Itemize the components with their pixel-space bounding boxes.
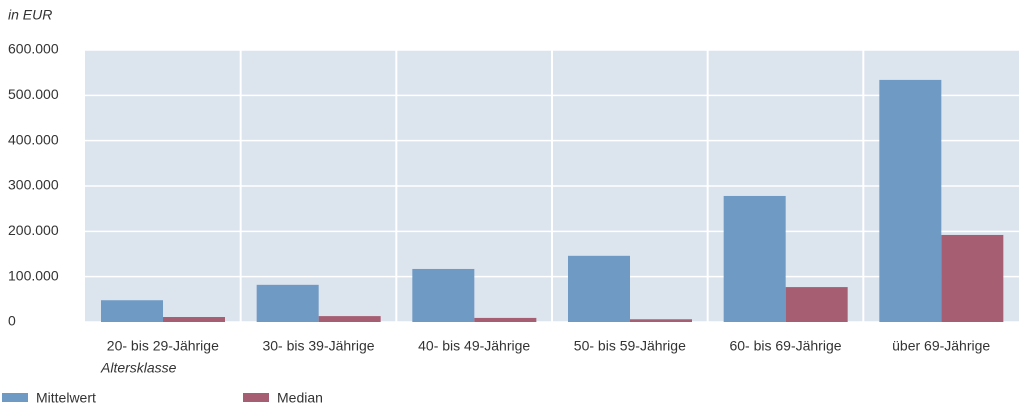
y-tick-label: 100.000 bbox=[8, 267, 59, 283]
bar bbox=[568, 255, 630, 322]
x-tick-label: 60- bis 69-Jährige bbox=[729, 338, 841, 354]
y-tick-label: 600.000 bbox=[8, 41, 59, 57]
x-tick-label: 20- bis 29-Jährige bbox=[107, 338, 219, 354]
x-tick-label: 50- bis 59-Jährige bbox=[574, 338, 686, 354]
legend-label: Median bbox=[277, 390, 323, 406]
bar bbox=[163, 317, 225, 322]
legend-label: Mittelwert bbox=[36, 390, 96, 406]
bar bbox=[785, 287, 848, 322]
x-tick-label: 40- bis 49-Jährige bbox=[418, 338, 530, 354]
bar bbox=[412, 268, 475, 322]
legend-swatch bbox=[243, 393, 269, 402]
y-tick-label: 400.000 bbox=[8, 131, 59, 147]
legend-swatch bbox=[2, 393, 28, 402]
y-axis-title: in EUR bbox=[8, 7, 52, 23]
y-tick-label: 0 bbox=[8, 313, 16, 329]
y-tick-label: 200.000 bbox=[8, 222, 59, 238]
bar bbox=[723, 195, 786, 322]
x-tick-label: über 69-Jährige bbox=[892, 338, 990, 354]
y-tick-label: 500.000 bbox=[8, 86, 59, 102]
bar bbox=[474, 317, 537, 322]
bar bbox=[630, 319, 692, 322]
bar bbox=[941, 234, 1004, 322]
bar bbox=[318, 316, 381, 322]
bar bbox=[879, 79, 942, 322]
x-tick-label: 30- bis 39-Jährige bbox=[262, 338, 374, 354]
y-tick-label: 300.000 bbox=[8, 177, 59, 193]
bar bbox=[101, 300, 163, 322]
x-axis-title: Altersklasse bbox=[100, 360, 177, 376]
bar bbox=[256, 284, 319, 322]
